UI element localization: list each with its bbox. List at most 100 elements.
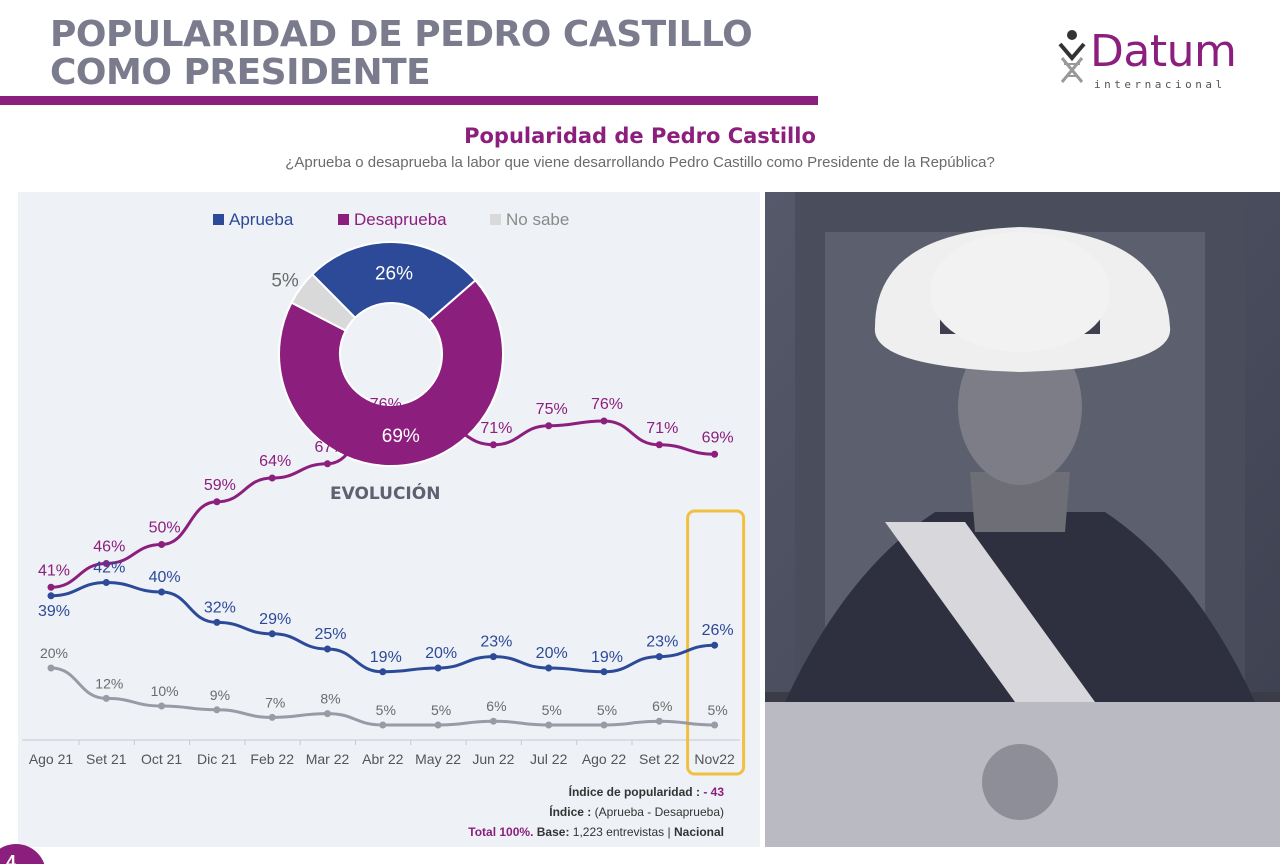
x-tick-label: Set 22 [639, 751, 680, 767]
data-label-aprueba: 32% [204, 599, 236, 616]
datum-logo: Datum internacional [1058, 26, 1258, 98]
president-photo [765, 192, 1280, 847]
data-label-no-sabe: 20% [40, 645, 68, 661]
donut-label-no-sabe: 5% [271, 271, 299, 292]
legend-label-desaprueba: Desaprueba [354, 210, 447, 229]
data-label-aprueba: 25% [314, 626, 346, 643]
data-label-no-sabe: 5% [376, 702, 396, 718]
legend-item-nosabe: No sabe [490, 210, 569, 230]
data-label-aprueba: 19% [370, 649, 402, 666]
point-aprueba [489, 653, 497, 661]
point-desaprueba [158, 541, 166, 548]
chart-subtitle: ¿Aprueba o desaprueba la labor que viene… [285, 154, 995, 171]
data-label-aprueba: 23% [480, 634, 512, 651]
index-label: Índice de popularidad : [568, 785, 700, 799]
series-line-desaprueba [50, 419, 715, 589]
x-tick-label: Feb 22 [250, 751, 294, 767]
point-desaprueba [47, 583, 55, 591]
data-label-no-sabe: 5% [597, 702, 617, 718]
x-tick-label: Jul 22 [530, 751, 568, 767]
formula-note: Índice : (Aprueba - Desaprueba) [468, 802, 724, 822]
point-no-sabe [158, 702, 166, 710]
point-no-sabe [600, 721, 608, 729]
point-no-sabe [213, 706, 221, 714]
total-label: Total 100%. [468, 825, 534, 839]
data-label-desaprueba: 41% [38, 562, 70, 579]
title-rule [0, 96, 818, 105]
legend-label-nosabe: No sabe [506, 210, 570, 229]
data-label-desaprueba: 59% [204, 477, 236, 494]
point-desaprueba [655, 441, 663, 449]
point-aprueba [655, 653, 663, 661]
page-title-line1: POPULARIDAD DE PEDRO CASTILLO [50, 14, 753, 55]
data-label-aprueba: 42% [93, 560, 125, 577]
x-tick-label: May 22 [415, 751, 461, 767]
point-aprueba [434, 664, 442, 672]
point-desaprueba [213, 498, 221, 506]
point-desaprueba [545, 422, 553, 430]
point-aprueba [213, 618, 221, 626]
point-no-sabe [655, 717, 663, 725]
x-tick-label: Set 21 [86, 751, 127, 767]
base-label: Base: [536, 825, 570, 839]
x-tick-label: Ago 21 [29, 751, 74, 767]
page-title-line2: COMO PRESIDENTE [50, 52, 431, 93]
data-label-desaprueba: 64% [259, 453, 291, 470]
x-tick-label: Abr 22 [362, 751, 403, 767]
data-label-no-sabe: 6% [486, 698, 506, 714]
logo-name: Datum [1090, 26, 1237, 77]
page-number: 4 [6, 852, 17, 864]
point-aprueba [545, 664, 553, 672]
data-label-no-sabe: 8% [320, 691, 340, 707]
legend-item-desaprueba: Desaprueba [338, 210, 447, 230]
point-no-sabe [268, 713, 276, 721]
index-note: Índice de popularidad : - 43 [468, 782, 724, 802]
data-label-aprueba: 20% [425, 645, 457, 662]
x-tick-label: Oct 21 [141, 751, 182, 767]
data-label-aprueba: 40% [149, 569, 181, 586]
formula-label: Índice : [549, 805, 592, 819]
point-desaprueba [102, 560, 110, 567]
data-label-aprueba: 39% [38, 603, 70, 620]
base-value: 1,223 entrevistas [572, 825, 665, 839]
point-aprueba [379, 668, 387, 676]
evolution-title: EVOLUCIÓN [330, 484, 441, 504]
data-label-desaprueba: 46% [93, 539, 125, 556]
page-title: POPULARIDAD DE PEDRO CASTILLO COMO PRESI… [50, 14, 753, 93]
point-aprueba [711, 641, 719, 649]
donut-slice-no-sabe [290, 272, 357, 332]
point-desaprueba [434, 422, 442, 430]
separator: | [667, 825, 671, 839]
donut-slice-aprueba [310, 241, 477, 322]
data-label-desaprueba: 71% [646, 420, 678, 437]
point-no-sabe [434, 721, 442, 729]
legend-swatch-aprueba [213, 214, 224, 225]
point-desaprueba [600, 417, 608, 425]
point-desaprueba [268, 474, 276, 482]
data-label-desaprueba: 75% [536, 401, 568, 418]
donut-label-aprueba: 26% [375, 264, 413, 285]
point-aprueba [47, 592, 55, 600]
data-label-desaprueba: 69% [702, 429, 734, 446]
data-label-aprueba: 23% [646, 634, 678, 651]
point-desaprueba [379, 417, 387, 425]
data-label-aprueba: 29% [259, 611, 291, 628]
data-label-no-sabe: 5% [542, 702, 562, 718]
data-label-no-sabe: 12% [95, 675, 123, 691]
data-label-desaprueba: 71% [480, 420, 512, 437]
point-no-sabe [489, 717, 497, 725]
x-tick-label: Mar 22 [306, 751, 350, 767]
point-aprueba [268, 630, 276, 638]
chart-title: Popularidad de Pedro Castillo [464, 124, 816, 148]
donut-slice-desaprueba [278, 278, 504, 467]
data-label-aprueba: 20% [536, 645, 568, 662]
legend-swatch-nosabe [490, 214, 501, 225]
legend-swatch-desaprueba [338, 214, 349, 225]
president-portrait-image [765, 192, 1280, 847]
data-label-desaprueba: 76% [591, 396, 623, 413]
formula-value: (Aprueba - Desaprueba) [594, 805, 724, 819]
donut-label-desaprueba: 69% [382, 426, 420, 447]
point-no-sabe [102, 694, 110, 702]
